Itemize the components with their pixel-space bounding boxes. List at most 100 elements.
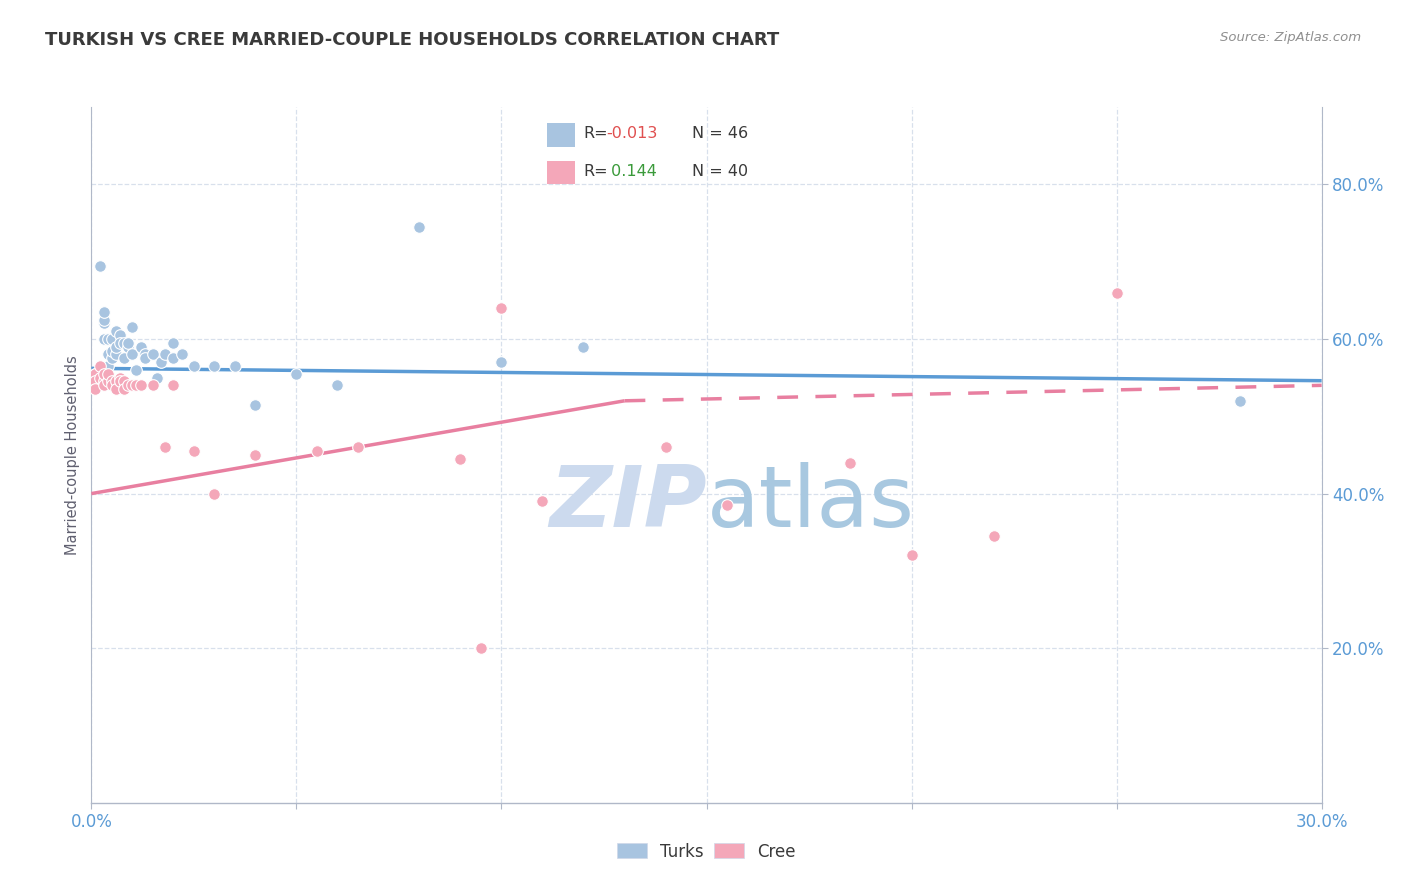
Point (105, 324, 127, 338)
Point (105, 340, 127, 354)
Point (408, 219, 430, 234)
Point (84, 382, 107, 396)
Point (108, 328, 131, 343)
Text: TURKISH VS CREE MARRIED-COUPLE HOUSEHOLDS CORRELATION CHART: TURKISH VS CREE MARRIED-COUPLE HOUSEHOLD… (45, 31, 779, 49)
Point (105, 347, 127, 361)
Point (97, 347, 120, 361)
Point (101, 351, 124, 366)
Point (224, 359, 246, 373)
Point (285, 367, 308, 381)
Point (121, 378, 143, 392)
Point (125, 363, 148, 377)
Point (470, 641, 492, 656)
Text: R=: R= (583, 164, 607, 179)
Point (162, 335, 184, 350)
Point (89, 359, 111, 373)
Point (1229, 393, 1251, 408)
Point (101, 378, 124, 392)
Point (108, 335, 131, 350)
Point (108, 375, 131, 389)
Point (245, 398, 267, 412)
Point (117, 335, 139, 350)
Point (105, 382, 127, 396)
Point (93, 332, 115, 346)
Point (347, 440, 370, 454)
Point (146, 370, 169, 384)
Point (89, 370, 111, 384)
Point (202, 359, 225, 373)
Point (1105, 285, 1128, 300)
Point (716, 498, 738, 512)
Point (153, 440, 177, 454)
Point (134, 351, 156, 366)
Point (305, 444, 328, 458)
Point (84, 375, 107, 389)
Point (117, 340, 139, 354)
Y-axis label: Married-couple Households: Married-couple Households (65, 355, 80, 555)
Text: R=: R= (583, 127, 607, 142)
Point (101, 343, 124, 358)
Text: Source: ZipAtlas.com: Source: ZipAtlas.com (1220, 31, 1361, 45)
Point (129, 340, 152, 354)
Point (101, 332, 124, 346)
Point (183, 359, 205, 373)
Point (839, 456, 862, 470)
Point (491, 301, 513, 315)
Point (654, 440, 676, 454)
Point (93, 367, 115, 381)
Legend: Turks, Cree: Turks, Cree (617, 843, 796, 861)
FancyBboxPatch shape (547, 161, 575, 185)
Point (89, 363, 111, 377)
Point (142, 378, 165, 392)
Point (93, 312, 115, 326)
Point (183, 444, 205, 458)
Text: N = 40: N = 40 (692, 164, 748, 179)
Text: -0.013: -0.013 (606, 127, 658, 142)
Point (900, 549, 922, 563)
Point (101, 375, 124, 389)
Text: N = 46: N = 46 (692, 127, 748, 142)
Point (97, 359, 120, 373)
Point (162, 378, 184, 392)
Point (170, 347, 193, 361)
Point (202, 486, 225, 500)
Text: 0.144: 0.144 (606, 164, 657, 179)
Point (84, 375, 107, 389)
Point (112, 382, 135, 396)
Point (108, 370, 131, 384)
Point (245, 448, 267, 462)
Point (572, 340, 595, 354)
Point (134, 347, 156, 361)
Point (129, 378, 152, 392)
Point (150, 355, 173, 369)
Point (105, 375, 127, 389)
Point (97, 367, 120, 381)
Point (97, 375, 120, 389)
Point (112, 335, 135, 350)
Point (326, 378, 349, 392)
Point (142, 347, 165, 361)
Point (117, 378, 139, 392)
Text: atlas: atlas (706, 462, 914, 545)
Point (93, 375, 115, 389)
FancyBboxPatch shape (547, 123, 575, 147)
Point (93, 305, 115, 319)
Point (93, 317, 115, 331)
Point (97, 332, 120, 346)
Point (983, 529, 1005, 543)
Point (112, 375, 135, 389)
Text: ZIP: ZIP (548, 462, 706, 545)
Point (153, 347, 177, 361)
Point (162, 351, 184, 366)
Point (84, 367, 107, 381)
Point (449, 451, 471, 466)
Point (112, 351, 135, 366)
Point (491, 355, 513, 369)
Point (89, 259, 111, 273)
Point (531, 494, 554, 508)
Point (125, 378, 148, 392)
Point (121, 320, 143, 334)
Point (84, 367, 107, 381)
Point (93, 378, 115, 392)
Point (121, 347, 143, 361)
